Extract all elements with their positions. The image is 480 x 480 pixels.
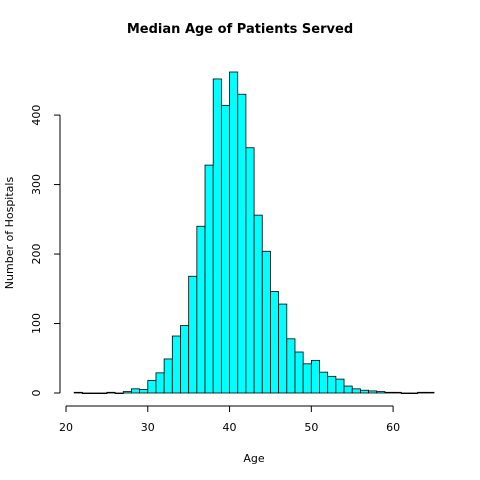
histogram-bar (376, 391, 386, 394)
histogram-bar (270, 291, 280, 394)
histogram-bar (409, 392, 419, 395)
x-tick-label: 60 (386, 421, 400, 434)
histogram-bar (106, 391, 116, 394)
histogram-bar (368, 390, 378, 394)
chart-title: Median Age of Patients Served (126, 22, 354, 37)
histogram-bar (131, 388, 141, 394)
y-tick-label: 0 (30, 390, 43, 397)
histogram-bar (220, 104, 230, 394)
histogram-bar (425, 391, 435, 394)
histogram-bar (196, 225, 206, 394)
histogram-bar (98, 392, 108, 395)
histogram-bar (417, 391, 427, 394)
histogram-bar (327, 375, 337, 394)
x-axis: 20 30 40 50 60 (59, 405, 400, 434)
histogram-bar (114, 392, 124, 395)
x-tick-label: 50 (304, 421, 318, 434)
histogram-bar (122, 391, 132, 394)
histogram-bar (359, 389, 369, 394)
histogram-bar (212, 78, 222, 394)
histogram-bar (81, 392, 91, 395)
histogram-bar (253, 214, 263, 394)
histogram-bar (392, 391, 402, 394)
bars-group (73, 71, 435, 395)
x-tick-label: 30 (141, 421, 155, 434)
y-tick-label: 200 (30, 244, 43, 265)
histogram-bar (73, 391, 83, 394)
histogram-bar (278, 303, 288, 394)
histogram-bar (400, 392, 410, 395)
x-tick-label: 40 (223, 421, 237, 434)
x-tick-label: 20 (59, 421, 73, 434)
x-axis-label: Age (243, 452, 265, 465)
histogram-bar (139, 389, 149, 394)
histogram-bar (163, 358, 173, 394)
histogram-bar (155, 372, 165, 394)
histogram-bar (351, 388, 361, 394)
y-tick-label: 300 (30, 174, 43, 195)
y-axis-label: Number of Hospitals (3, 177, 16, 290)
histogram-bar (343, 385, 353, 394)
histogram-bar (384, 391, 394, 394)
histogram-bar (335, 378, 345, 394)
histogram-bar (245, 147, 255, 394)
histogram-bar (286, 338, 296, 394)
y-tick-label: 100 (30, 313, 43, 334)
histogram-bar (319, 371, 329, 394)
histogram-bar (310, 359, 320, 394)
y-tick-label: 400 (30, 105, 43, 126)
histogram-bar (229, 71, 239, 394)
histogram-bar (171, 335, 181, 394)
histogram-bar (188, 275, 198, 394)
histogram-bar (302, 363, 312, 394)
histogram-bar (237, 93, 247, 394)
histogram-bar (204, 164, 214, 394)
histogram-bar (261, 250, 271, 394)
histogram-bar (90, 392, 100, 395)
histogram-bar (147, 380, 157, 394)
y-axis: 0 100 200 300 400 (30, 105, 61, 397)
histogram-bar (294, 351, 304, 394)
histogram-bar (180, 325, 190, 394)
